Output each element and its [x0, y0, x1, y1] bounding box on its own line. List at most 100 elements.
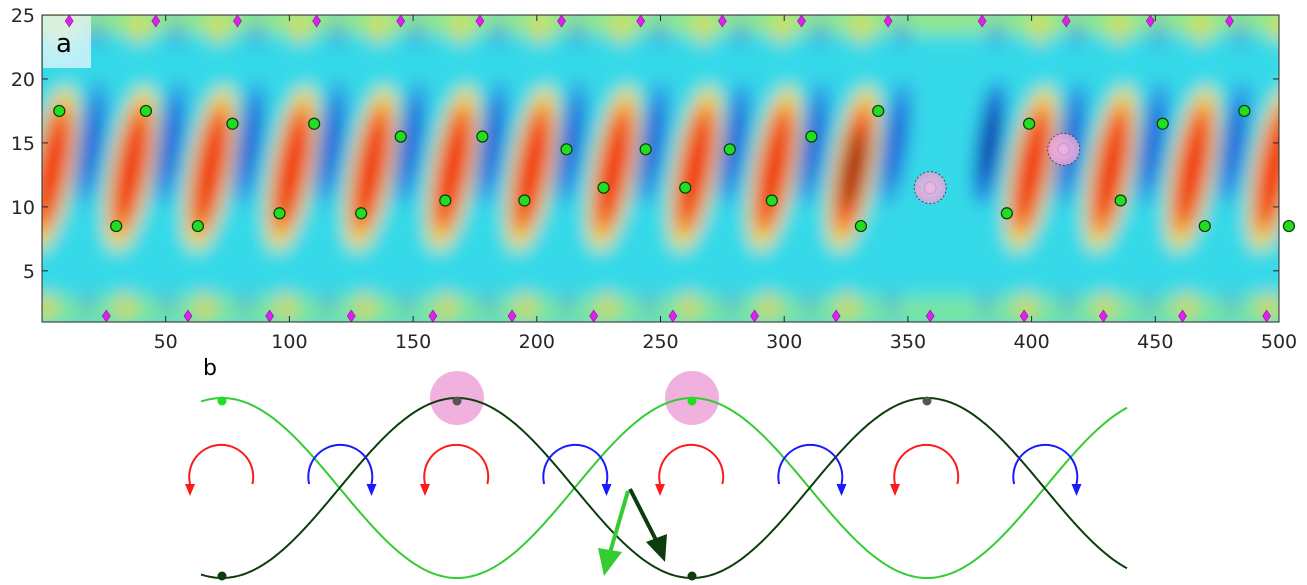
blue-rotation-arrow	[307, 443, 374, 485]
heat-yellow-bottom	[1094, 292, 1115, 321]
panel-b-label: b	[203, 356, 217, 381]
green-marker	[355, 207, 368, 220]
highlight-inner-ring	[1057, 142, 1071, 156]
red-arrowhead	[185, 484, 195, 496]
x-tick-label: 500	[1261, 331, 1297, 353]
magenta-diamond	[475, 14, 485, 28]
heat-blue-top	[410, 18, 423, 51]
heat-yellow-bottom	[355, 292, 375, 321]
green-marker	[723, 143, 736, 156]
blue-rotation-arrow	[777, 443, 844, 485]
green-marker	[1238, 104, 1251, 118]
blue-arrowhead	[1071, 484, 1082, 496]
magenta-diamond	[312, 14, 321, 28]
green-marker	[308, 117, 321, 130]
red-rotation-arrow	[188, 443, 255, 485]
green-marker	[765, 194, 778, 207]
heat-blue-core	[161, 100, 181, 185]
green-marker	[1114, 194, 1127, 207]
magenta-diamond	[428, 309, 438, 323]
x-tick-label: 400	[1013, 331, 1049, 353]
dark-green-wave	[200, 397, 1128, 579]
heat-yellow-top	[1272, 15, 1279, 44]
heat-blue-top	[170, 18, 183, 51]
heat-yellow-top	[208, 15, 229, 44]
green-marker	[805, 130, 818, 143]
heat-blue-core	[1224, 100, 1244, 185]
heat-blue-core	[561, 100, 581, 185]
green-marker	[560, 143, 573, 156]
heat-blue-core	[643, 100, 663, 185]
heat-blue-top	[895, 18, 908, 51]
heat-blue-top	[734, 18, 747, 51]
heat-yellow-top	[529, 15, 550, 44]
wave-layer	[185, 371, 1128, 581]
y-tick-label: 5	[23, 261, 35, 283]
heat-yellow-top	[772, 15, 793, 44]
heat-yellow-top	[1029, 15, 1050, 44]
dark-peak-dot	[452, 396, 462, 406]
y-tick-label: 20	[11, 69, 35, 91]
green-marker	[1156, 117, 1169, 130]
heat-blue-top	[1152, 18, 1166, 51]
heat-yellow-bottom	[837, 292, 858, 321]
magenta-diamond	[183, 309, 193, 323]
heat-red-core	[275, 110, 309, 227]
light-green-velocity-head	[598, 548, 622, 576]
heat-blue-bottom	[1060, 288, 1074, 317]
panel-a-label-box	[43, 16, 91, 68]
y-tick-label: 25	[11, 5, 35, 27]
heat-red-core	[114, 110, 148, 227]
magenta-diamond	[668, 309, 678, 323]
green-marker	[1282, 219, 1295, 233]
heat-yellow-bottom	[597, 292, 618, 321]
heat-blue-bottom	[400, 288, 413, 317]
marker-layer	[53, 14, 1295, 323]
dark-peak-dot	[922, 396, 932, 406]
magenta-diamond	[925, 309, 935, 323]
heat-blue-bottom	[642, 288, 656, 317]
heat-blue-top	[652, 18, 666, 51]
heat-blue-core	[804, 100, 824, 185]
heat-yellow-bottom	[275, 292, 296, 321]
magenta-diamond	[1061, 14, 1071, 28]
magenta-diamond	[346, 309, 356, 323]
magenta-diamond	[1225, 14, 1234, 28]
heat-blue-top	[989, 18, 1002, 51]
magenta-diamond	[507, 309, 517, 323]
heat-red-core	[193, 110, 227, 227]
heat-blue-core	[725, 100, 745, 185]
light-green-velocity-arrow	[607, 490, 630, 557]
x-tick-label: 100	[271, 331, 307, 353]
light-peak-dot	[217, 396, 227, 406]
heat-blue-top	[91, 18, 104, 51]
green-marker	[1198, 219, 1211, 233]
heat-yellow-top	[450, 15, 471, 44]
blue-arrowhead	[836, 484, 847, 496]
red-arrowhead	[890, 484, 900, 496]
green-marker	[273, 207, 286, 220]
green-marker	[53, 104, 66, 118]
magenta-diamond	[101, 309, 111, 323]
green-marker	[872, 104, 885, 118]
heat-yellow-bottom	[436, 292, 457, 321]
red-rotation-arrow	[893, 443, 960, 485]
heat-blue-bottom	[885, 288, 898, 317]
heat-blue-top	[1234, 18, 1247, 51]
x-axis: 50 100 150 200 250 300 350 400 450 500	[154, 15, 1297, 353]
magenta-diamond	[831, 309, 841, 323]
heat-blue-top	[1070, 18, 1084, 51]
y-tick-label: 15	[11, 133, 35, 155]
heat-blue-bottom	[239, 288, 253, 317]
heat-red-core	[757, 110, 791, 227]
heat-blue-bottom	[81, 288, 94, 317]
magenta-diamond	[1098, 309, 1108, 323]
green-marker	[139, 104, 153, 118]
x-tick-label: 50	[154, 331, 178, 353]
heat-blue-bottom	[160, 288, 173, 317]
heat-blue-bottom	[482, 288, 495, 317]
green-marker	[394, 130, 407, 143]
x-tick-label: 450	[1137, 331, 1173, 353]
heat-red-core	[1175, 110, 1209, 227]
heat-blue-bottom	[1224, 288, 1237, 317]
